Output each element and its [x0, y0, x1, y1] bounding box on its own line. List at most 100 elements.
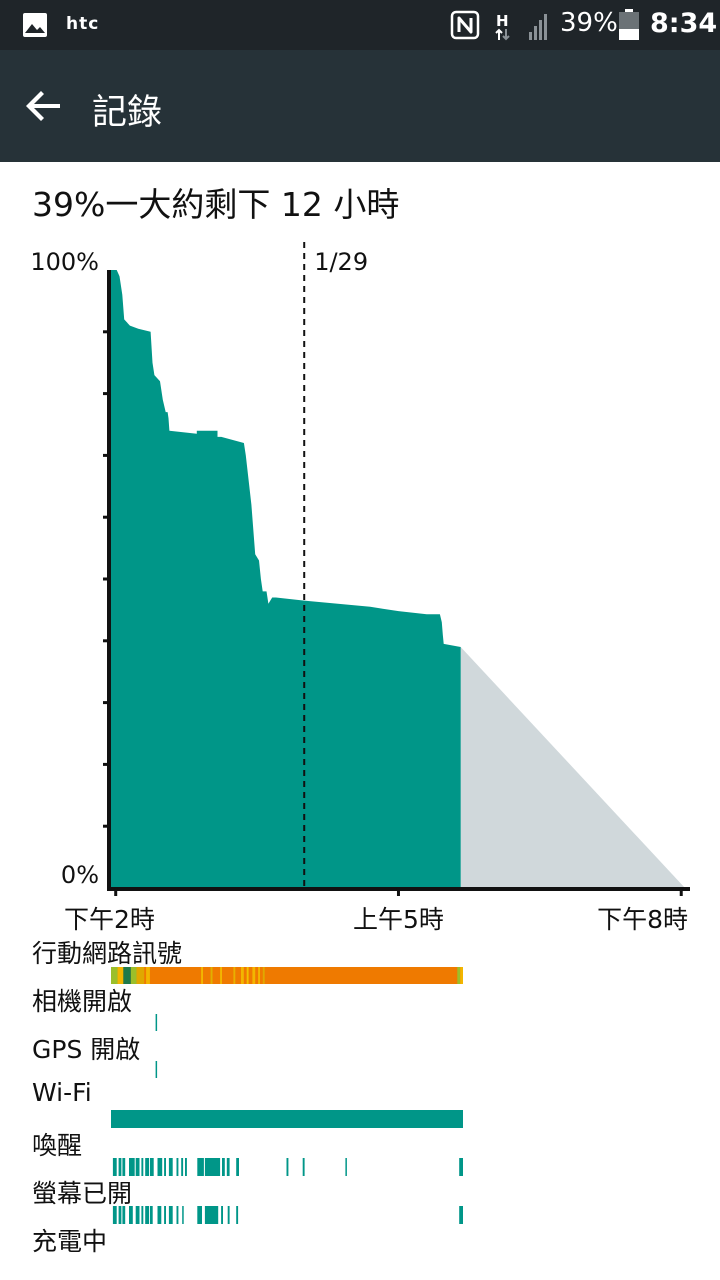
usage-segment [141, 1206, 144, 1224]
photo-notification-icon [23, 13, 47, 37]
usage-segment [210, 967, 213, 984]
usage-segment [118, 1158, 122, 1176]
usage-segment [155, 1061, 158, 1078]
usage-segment [135, 1206, 140, 1224]
usage-segment [176, 1158, 179, 1176]
usage-segment [111, 1110, 463, 1128]
usage-segment [220, 967, 222, 984]
usage-segment [149, 1206, 153, 1224]
usage-segment [233, 967, 236, 984]
usage-segment [145, 1158, 149, 1176]
usage-track-charging [111, 1254, 463, 1271]
usage-row-label-gps: GPS 開啟 [32, 1035, 141, 1064]
usage-row-label-camera: 相機開啟 [32, 987, 133, 1016]
usage-segment [181, 1158, 184, 1176]
usage-segment [129, 1206, 133, 1224]
battery-history-chart: 1/29 100% 0% 下午2時 上午5時 下午8時 [30, 242, 690, 934]
usage-segment [123, 967, 131, 984]
usage-segment [460, 967, 463, 984]
network-type-label: H [496, 12, 509, 30]
usage-segment [112, 1158, 117, 1176]
usage-segment [222, 1158, 225, 1176]
usage-track-awake [112, 1158, 463, 1176]
usage-segment [204, 1206, 219, 1224]
y-axis-ticks [103, 330, 109, 828]
x-tick-label: 下午8時 [597, 905, 688, 934]
usage-segment [118, 1206, 122, 1224]
projected-battery-area [460, 647, 685, 888]
x-tick-label: 下午2時 [64, 905, 155, 934]
usage-track-screen [112, 1206, 463, 1224]
arrow-left-icon[interactable] [20, 82, 68, 130]
usage-segment [141, 1158, 144, 1176]
usage-segment [197, 1206, 202, 1224]
usage-track-gps [155, 1061, 158, 1078]
usage-segment [176, 1206, 179, 1224]
battery-summary: 39%一大約剩下 12 小時 [32, 185, 400, 224]
x-tick-label: 上午5時 [353, 905, 444, 934]
usage-segment [112, 1206, 117, 1224]
date-marker-label: 1/29 [314, 248, 368, 276]
usage-segment [146, 967, 150, 984]
usage-row-label-wifi: Wi-Fi [32, 1078, 92, 1107]
usage-row-label-screen: 螢幕已開 [32, 1179, 133, 1208]
app-bar: 記錄 [0, 50, 720, 162]
carrier-label: htc [66, 14, 100, 34]
usage-segment [168, 1158, 173, 1176]
usage-segment [236, 1206, 239, 1224]
page-title: 記錄 [92, 93, 163, 133]
usage-segment [122, 1158, 126, 1176]
usage-segment [459, 1206, 463, 1224]
battery-percent: 39% [560, 8, 618, 38]
usage-segment [252, 967, 256, 984]
usage-segment [117, 967, 124, 984]
usage-segment [130, 967, 137, 984]
usage-segment [459, 1158, 463, 1176]
usage-segment [135, 1158, 140, 1176]
usage-segment [227, 1206, 230, 1224]
usage-segment [262, 967, 265, 984]
usage-segment [164, 1206, 166, 1224]
usage-segment [157, 1206, 162, 1224]
usage-segment [185, 1158, 187, 1176]
usage-segment [136, 967, 145, 984]
usage-track-signal [111, 967, 463, 984]
measured-battery-area [111, 270, 461, 888]
usage-segment [302, 1158, 305, 1176]
usage-segment [182, 1206, 184, 1224]
x-axis-ticks: 下午2時 上午5時 下午8時 [64, 888, 688, 934]
chart-areas [111, 270, 685, 888]
usage-segment [457, 967, 461, 984]
usage-segment [258, 967, 260, 984]
usage-segment [345, 1158, 347, 1176]
mobile-signal-icon: H [495, 12, 547, 41]
y-axis-min-label: 0% [61, 861, 99, 889]
usage-segment [226, 1158, 230, 1176]
usage-segment [197, 1158, 204, 1176]
usage-track-wifi [111, 1110, 463, 1128]
usage-segment [241, 967, 244, 984]
usage-segment [204, 1158, 221, 1176]
usage-row-label-awake: 喚醒 [32, 1131, 83, 1160]
usage-segment [155, 1014, 158, 1031]
usage-row-label-charging: 充電中 [32, 1227, 108, 1256]
usage-segment [286, 1158, 289, 1176]
battery-icon [619, 9, 639, 40]
usage-segment [122, 1206, 126, 1224]
usage-segment [111, 967, 118, 984]
usage-segment [168, 1206, 173, 1224]
usage-segment [221, 1206, 223, 1224]
nfc-icon [450, 10, 480, 40]
clock: 8:34 [650, 8, 718, 39]
usage-segment [145, 1206, 149, 1224]
usage-segment [164, 1158, 166, 1176]
status-bar: htc H 39% 8:34 [0, 0, 720, 50]
y-axis-max-label: 100% [30, 248, 99, 276]
usage-track-camera [155, 1014, 158, 1031]
usage-segment [246, 967, 249, 984]
usage-row-label-signal: 行動網路訊號 [32, 939, 183, 968]
usage-segment [129, 1158, 135, 1176]
usage-segment [201, 967, 203, 984]
usage-segment [157, 1158, 163, 1176]
usage-track-base [111, 967, 463, 984]
